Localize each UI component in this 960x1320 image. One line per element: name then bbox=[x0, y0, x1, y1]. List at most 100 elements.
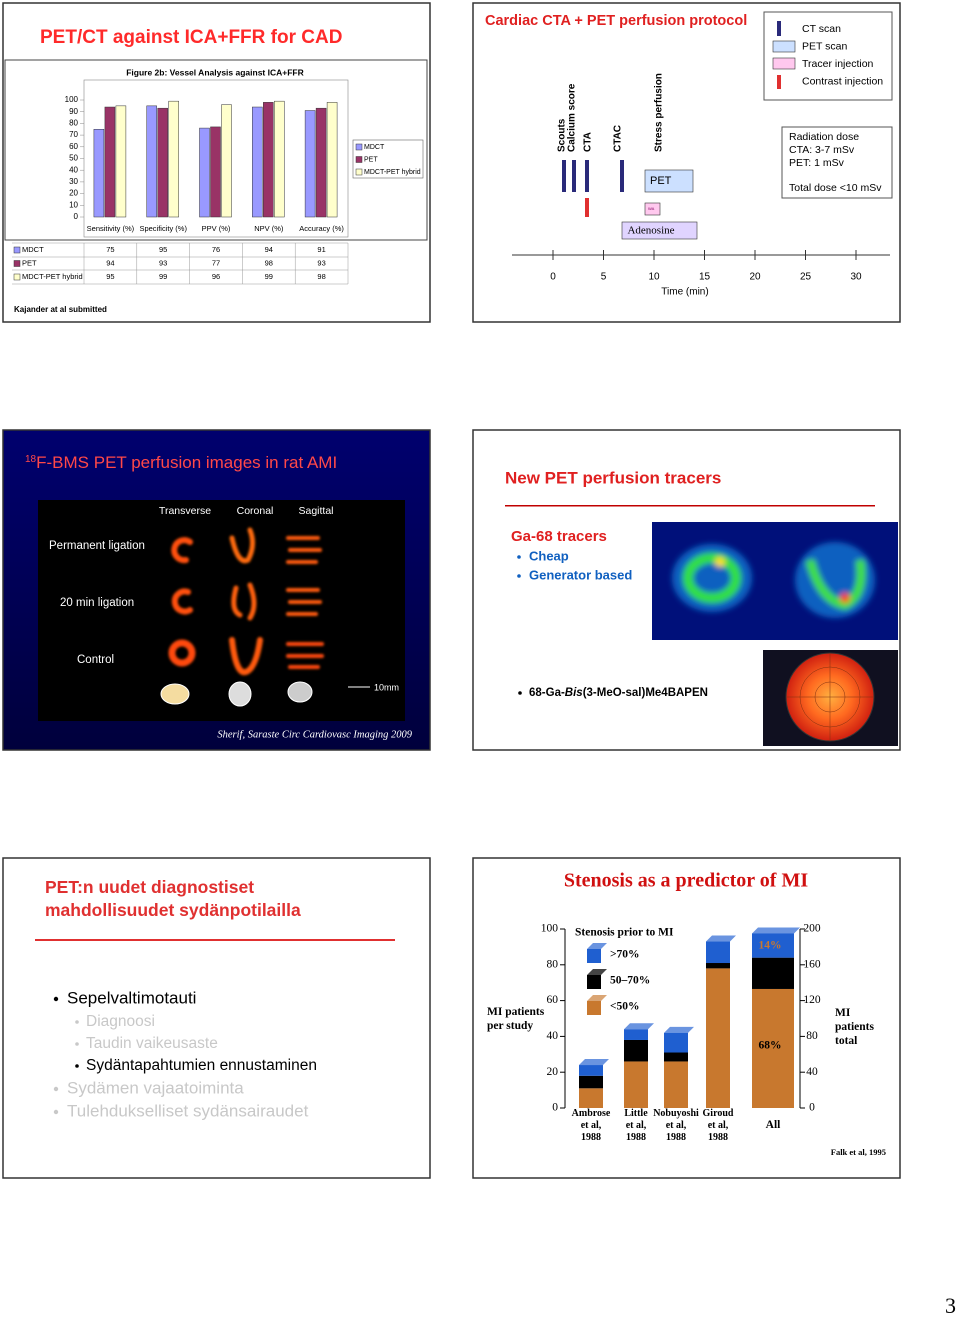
x-tick-label: All bbox=[765, 1119, 781, 1131]
row-label: Permanent ligation bbox=[49, 540, 145, 552]
y-tick-label: 20 bbox=[69, 189, 78, 198]
box-label: WA bbox=[648, 206, 655, 211]
y-tick-label: 20 bbox=[547, 1066, 559, 1078]
bar-segment bbox=[706, 963, 730, 969]
y-tick-label: 40 bbox=[547, 1030, 559, 1042]
bar-segment bbox=[752, 957, 794, 989]
legend-swatch bbox=[587, 949, 601, 963]
legend-swatch-top bbox=[587, 943, 607, 949]
time-tick-label: 30 bbox=[850, 272, 862, 283]
legend-label: PET scan bbox=[802, 40, 847, 52]
bar-segment bbox=[664, 1052, 688, 1062]
table-value: 93 bbox=[317, 258, 325, 267]
bar bbox=[146, 105, 157, 218]
box-label: Adenosine bbox=[627, 225, 674, 237]
bar bbox=[157, 107, 168, 218]
bullet: Sydämen vajaatoiminta bbox=[67, 1078, 244, 1097]
legend-label: MDCT-PET hybrid bbox=[364, 169, 421, 176]
chart-frame bbox=[4, 59, 428, 241]
table-row-label: MDCT-PET hybrid bbox=[22, 272, 83, 281]
table-value: 77 bbox=[212, 258, 220, 267]
bar-segment bbox=[706, 941, 730, 964]
bar-top bbox=[624, 1023, 654, 1030]
bar-top bbox=[706, 935, 736, 942]
y2-tick-label: 120 bbox=[803, 994, 821, 1006]
x-tick-label: Sensitivity (%) bbox=[87, 224, 135, 233]
annotation: 14% bbox=[759, 940, 782, 952]
compound-part: Bis bbox=[565, 687, 583, 699]
y-tick-label: 100 bbox=[65, 95, 79, 104]
bullet-dot bbox=[517, 555, 521, 559]
axis-label: MI patients per study bbox=[487, 1006, 545, 1032]
polar-map-segments bbox=[786, 653, 874, 741]
y-tick-label: 100 bbox=[541, 923, 559, 935]
legend-swatch bbox=[355, 143, 363, 151]
bar-top bbox=[579, 1059, 609, 1066]
bar bbox=[326, 102, 338, 218]
legend-swatch bbox=[777, 21, 781, 36]
compound-part: (3-MeO-sal)Me4BAPEN bbox=[583, 687, 708, 699]
compound-part: 68-Ga- bbox=[529, 687, 565, 699]
legend-label: Contrast injection bbox=[802, 76, 883, 88]
bar bbox=[210, 126, 221, 218]
slide-title: New PET perfusion tracers bbox=[505, 468, 721, 487]
bullet-dot bbox=[53, 996, 59, 1002]
title-rule bbox=[505, 505, 875, 507]
legend-label: Tracer injection bbox=[802, 58, 874, 70]
contrast-injection bbox=[585, 198, 589, 217]
bullet: Cheap bbox=[529, 548, 569, 563]
time-tick-label: 10 bbox=[648, 272, 660, 283]
bar-top bbox=[664, 1026, 694, 1033]
title-superscript: 18 bbox=[25, 454, 37, 465]
bar-segment bbox=[624, 1029, 648, 1040]
bullet-dot bbox=[75, 1042, 79, 1046]
image-panel bbox=[38, 500, 405, 721]
table-value: 94 bbox=[265, 245, 273, 254]
table-value: 96 bbox=[212, 272, 220, 281]
legend-swatch bbox=[355, 156, 363, 163]
bar bbox=[93, 129, 105, 218]
title-text: F-BMS PET perfusion images in rat AMI bbox=[36, 453, 337, 472]
x-tick-label: Giroud et al, 1988 bbox=[702, 1108, 734, 1143]
table-value: 75 bbox=[106, 245, 114, 254]
dose-box bbox=[781, 126, 893, 199]
table-row-label: MDCT bbox=[22, 245, 44, 254]
y2-tick-label: 160 bbox=[803, 958, 821, 970]
y-tick-label: 0 bbox=[552, 1102, 558, 1114]
y-tick-label: 60 bbox=[547, 994, 559, 1006]
y2-tick-label: 80 bbox=[806, 1030, 818, 1042]
bullet-dot bbox=[53, 1109, 59, 1115]
legend-label: 50–70% bbox=[610, 975, 650, 987]
table-value: 91 bbox=[317, 245, 325, 254]
pet-image-signal bbox=[672, 542, 875, 618]
page-number: 3 bbox=[945, 1293, 956, 1318]
compound: 68-Ga-Bis(3-MeO-sal)Me4BAPEN bbox=[529, 687, 708, 699]
legend-label: <50% bbox=[610, 1001, 640, 1013]
annotation: 68% bbox=[759, 1040, 782, 1052]
legend-swatch-top bbox=[587, 995, 607, 1001]
y-tick-label: 30 bbox=[69, 177, 78, 186]
bullet: Sepelvaltimotauti bbox=[67, 988, 196, 1007]
table-value: 95 bbox=[159, 245, 167, 254]
bullet-dot bbox=[75, 1020, 79, 1024]
bar-segment bbox=[664, 1061, 688, 1108]
rat-images bbox=[168, 527, 324, 676]
y-tick-label: 0 bbox=[74, 212, 79, 221]
scan-label: Stress perfusion bbox=[654, 73, 665, 152]
row-label: 20 min ligation bbox=[60, 597, 134, 609]
bar bbox=[315, 107, 327, 218]
table-value: 76 bbox=[212, 245, 220, 254]
legend-swatch bbox=[777, 75, 781, 89]
y-tick-label: 70 bbox=[69, 130, 78, 139]
bar bbox=[252, 106, 263, 218]
bar-segment bbox=[579, 1088, 603, 1108]
table-value: 99 bbox=[159, 272, 167, 281]
bullet: Tulehdukselliset sydänsairaudet bbox=[67, 1101, 309, 1120]
y2-tick-label: 200 bbox=[803, 923, 821, 935]
legend-swatch bbox=[13, 246, 21, 254]
scale-label: 10mm bbox=[374, 682, 399, 692]
y2-tick-label: 40 bbox=[806, 1066, 818, 1078]
x-tick-label: PPV (%) bbox=[202, 224, 231, 233]
bar bbox=[263, 102, 274, 218]
